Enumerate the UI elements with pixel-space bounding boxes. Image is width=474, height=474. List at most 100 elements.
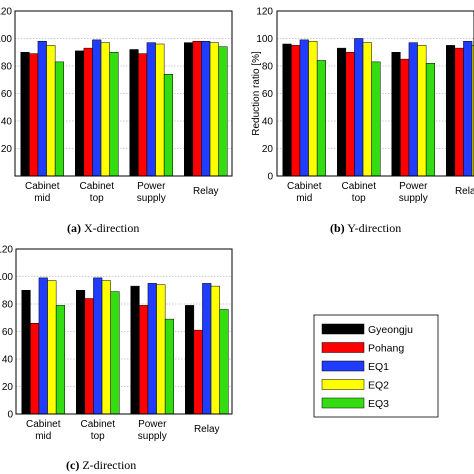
- bar: [202, 283, 212, 415]
- y-tick-label: 40: [262, 117, 274, 128]
- axes-frame: [15, 248, 233, 415]
- bar: [446, 45, 456, 177]
- y-tick-label: 20: [2, 382, 14, 393]
- x-tick-label: Relay: [194, 424, 220, 435]
- bar: [109, 52, 119, 177]
- x-tick-label: Relay: [455, 186, 474, 197]
- y-tick-label: 20: [262, 144, 274, 155]
- x-tick-label: supply: [138, 431, 167, 442]
- axes-frame: [14, 10, 233, 177]
- bar: [155, 43, 165, 177]
- bar: [219, 309, 229, 415]
- bar: [425, 63, 435, 177]
- bar: [93, 277, 103, 415]
- bar: [201, 41, 211, 177]
- bar: [463, 41, 473, 177]
- y-tick-label: 80: [262, 62, 274, 73]
- bar: [147, 283, 157, 415]
- y-axis-label: Reduction ratio [%]: [251, 51, 262, 136]
- caption-a: (a) X-direction: [67, 221, 139, 235]
- y-tick-label: 40: [1, 117, 13, 128]
- x-tick-label: mid: [35, 431, 51, 442]
- bar: [337, 47, 347, 177]
- bar: [371, 61, 381, 177]
- legend-swatch: [321, 397, 365, 409]
- x-tick-label: Cabinet: [80, 181, 115, 192]
- legend-swatch: [321, 379, 365, 390]
- bar: [362, 42, 372, 177]
- y-tick-label: 20: [1, 144, 13, 155]
- bar: [84, 298, 94, 415]
- bar: [38, 277, 48, 415]
- x-tick-label: Cabinet: [25, 181, 60, 192]
- y-tick-label: 60: [1, 89, 13, 100]
- bar: [92, 39, 102, 177]
- bar: [400, 58, 410, 177]
- chart-panel-y-direction: 020406080100120CabinetmidCabinettopPower…: [251, 7, 474, 204]
- x-tick-label: top: [352, 193, 366, 204]
- bar: [354, 38, 364, 177]
- y-tick-label: 40: [2, 355, 14, 366]
- bar: [291, 45, 301, 177]
- y-tick-label: 100: [0, 34, 12, 45]
- x-tick-label: Cabinet: [81, 419, 116, 430]
- bar: [101, 280, 111, 415]
- bar: [163, 74, 173, 177]
- bar: [185, 305, 195, 415]
- y-tick-label: 120: [0, 245, 13, 256]
- caption-b: (b) Y-direction: [330, 221, 401, 235]
- bar: [417, 45, 427, 177]
- bar: [76, 290, 86, 415]
- bar: [156, 284, 166, 415]
- y-tick-label: 60: [2, 327, 14, 338]
- y-tick-label: 80: [2, 300, 14, 311]
- bar: [29, 53, 39, 177]
- bar: [193, 329, 203, 415]
- legend-swatch: [321, 342, 365, 353]
- y-tick-label: 120: [256, 7, 273, 18]
- legend-swatch: [321, 323, 365, 335]
- bar: [391, 52, 401, 177]
- legend-label: Pohang: [368, 343, 404, 355]
- x-tick-label: top: [90, 193, 104, 204]
- bar: [129, 49, 139, 177]
- x-tick-label: mid: [296, 193, 312, 204]
- bar: [299, 39, 309, 177]
- x-tick-label: Cabinet: [26, 419, 61, 430]
- y-tick-label: 100: [0, 272, 13, 283]
- legend-label: Gyeongju: [368, 324, 413, 336]
- x-tick-label: supply: [137, 193, 166, 204]
- x-tick-label: supply: [399, 193, 428, 204]
- legend-label: EQ3: [368, 398, 389, 410]
- bar: [139, 305, 149, 415]
- x-tick-label: Cabinet: [342, 181, 377, 192]
- chart-panel-z-direction: 020406080100120CabinetmidCabinettopPower…: [0, 245, 233, 442]
- caption-c: (c) Z-direction: [66, 458, 136, 472]
- bar: [75, 50, 85, 177]
- bar: [408, 42, 418, 177]
- y-tick-label: 80: [1, 62, 13, 73]
- y-tick-label: 0: [7, 410, 13, 421]
- bar: [55, 305, 66, 415]
- legend: Gyeongju Pohang EQ1 EQ2 EQ3: [313, 314, 439, 418]
- bar: [20, 52, 30, 177]
- bar: [30, 323, 40, 415]
- legend-swatch: [321, 360, 365, 372]
- bar: [282, 43, 292, 177]
- bar: [471, 45, 474, 177]
- chart-panel-x-direction: 20406080100120CabinetmidCabinettopPowers…: [0, 7, 233, 204]
- axes-frame: [276, 10, 474, 177]
- bar: [210, 285, 220, 415]
- bar: [138, 53, 148, 177]
- bar: [345, 52, 355, 177]
- x-tick-label: mid: [34, 193, 50, 204]
- bar: [47, 280, 57, 415]
- bar: [83, 47, 93, 177]
- x-tick-label: top: [91, 431, 105, 442]
- bar: [164, 318, 174, 415]
- bar: [110, 291, 120, 415]
- bar: [146, 42, 156, 177]
- bar: [218, 46, 228, 177]
- y-tick-label: 0: [267, 172, 273, 183]
- y-tick-label: 120: [0, 7, 12, 18]
